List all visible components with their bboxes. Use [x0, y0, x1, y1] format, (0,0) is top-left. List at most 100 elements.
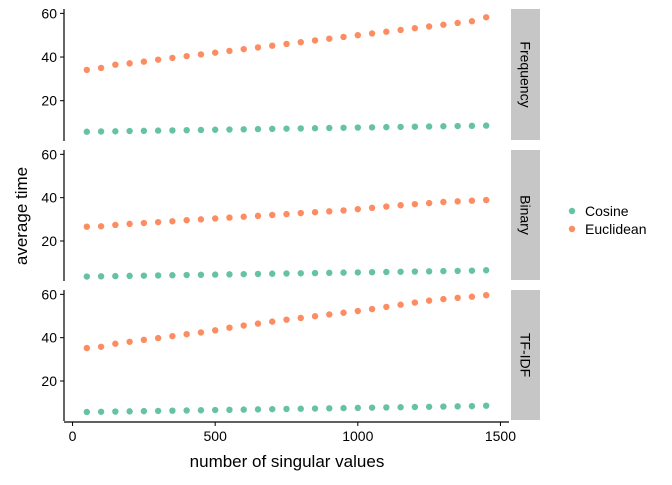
facet-strip-background — [511, 290, 540, 420]
data-point — [254, 270, 262, 278]
panel-tf-idf: 20 40 60 — [41, 286, 490, 421]
data-point — [283, 210, 290, 218]
data-point — [197, 216, 205, 223]
data-point — [326, 208, 333, 215]
data-point — [397, 202, 404, 209]
x-tick-label: 1500 — [485, 428, 516, 444]
data-point — [425, 268, 433, 275]
y-tick-label: 20 — [41, 93, 57, 109]
data-point — [440, 21, 447, 28]
data-point — [140, 272, 148, 279]
data-point — [283, 270, 290, 277]
data-point — [154, 56, 162, 63]
panel-binary: 20 40 60 — [41, 146, 490, 281]
data-point — [454, 403, 461, 410]
y-tick-label: 40 — [41, 190, 57, 206]
data-point — [425, 297, 433, 304]
data-point — [140, 127, 148, 135]
data-point — [368, 404, 376, 411]
data-point — [468, 18, 476, 25]
data-point — [169, 332, 176, 340]
data-point — [240, 322, 247, 329]
data-point — [297, 209, 304, 217]
series-cosine-frequency — [83, 122, 490, 135]
data-point — [326, 35, 333, 42]
data-point — [425, 403, 433, 410]
data-point — [425, 123, 433, 130]
data-point — [140, 58, 148, 65]
data-point — [169, 272, 176, 279]
legend: Cosine Euclidean — [568, 203, 647, 237]
data-point — [154, 334, 162, 342]
data-point — [297, 314, 304, 322]
data-point — [411, 268, 419, 275]
series-euclidean-tf-idf — [83, 292, 490, 352]
data-point — [169, 218, 176, 225]
data-point — [240, 126, 247, 133]
data-point — [112, 61, 119, 68]
data-point — [440, 403, 447, 410]
data-point — [326, 124, 333, 132]
data-point — [283, 316, 290, 323]
data-point — [425, 199, 433, 207]
data-point — [197, 407, 205, 414]
data-point — [83, 66, 91, 74]
data-point — [197, 126, 205, 134]
data-point — [269, 211, 276, 219]
data-point — [482, 196, 490, 204]
data-point — [326, 269, 333, 277]
y-tick-label: 20 — [41, 233, 57, 249]
data-point — [126, 272, 133, 280]
data-point — [297, 405, 304, 412]
data-point — [440, 295, 447, 303]
data-point — [297, 270, 304, 277]
data-point — [126, 338, 133, 345]
data-point — [112, 408, 119, 415]
data-point — [482, 402, 490, 409]
data-point — [97, 128, 105, 135]
data-point — [112, 340, 119, 347]
data-point — [183, 407, 190, 414]
data-point — [468, 293, 476, 300]
data-point — [454, 198, 461, 205]
data-point — [269, 318, 276, 325]
data-point — [368, 30, 376, 37]
data-point — [368, 269, 376, 276]
x-tick-label: 1000 — [342, 428, 373, 444]
data-point — [83, 223, 91, 230]
data-point — [311, 37, 319, 44]
data-point — [254, 212, 262, 220]
data-point — [183, 126, 190, 134]
data-point — [383, 404, 390, 411]
y-tick-label: 40 — [41, 49, 57, 65]
data-point — [411, 25, 419, 32]
data-point — [326, 405, 333, 412]
data-point — [97, 223, 105, 230]
data-point — [254, 320, 262, 327]
y-tick-label: 20 — [41, 373, 57, 389]
data-point — [83, 408, 91, 416]
data-point — [269, 405, 276, 413]
data-point — [211, 215, 219, 222]
data-point — [154, 127, 162, 134]
x-tick-label: 0 — [69, 428, 77, 444]
data-point — [126, 127, 133, 135]
data-point — [183, 217, 190, 224]
data-point — [340, 404, 347, 412]
data-point — [482, 267, 490, 274]
y-tick-label: 60 — [41, 286, 57, 302]
data-point — [425, 23, 433, 30]
x-axis: 0 500 1000 1500 — [64, 421, 516, 444]
data-point — [383, 28, 390, 35]
x-tick-label: 500 — [204, 428, 228, 444]
data-point — [354, 32, 362, 39]
data-point — [112, 221, 119, 229]
facet-strip-label: TF-IDF — [518, 333, 534, 377]
data-point — [269, 125, 276, 133]
legend-label: Euclidean — [585, 221, 647, 237]
data-point — [297, 38, 304, 46]
series-euclidean-frequency — [83, 14, 490, 74]
data-point — [112, 128, 119, 135]
data-point — [326, 311, 333, 318]
data-point — [226, 271, 233, 278]
